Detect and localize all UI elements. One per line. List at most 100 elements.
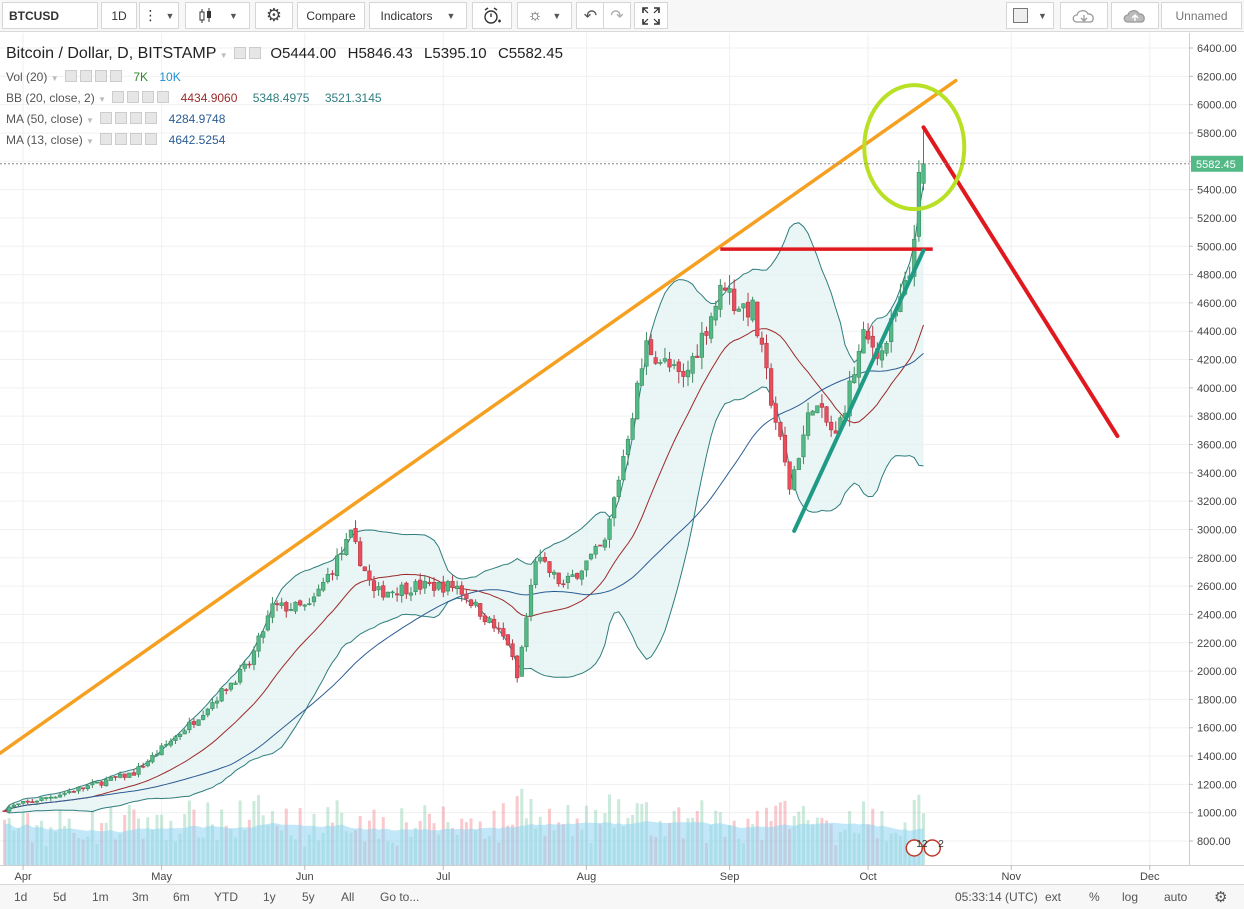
indicators-button[interactable]: Indicators ▼ <box>369 2 467 29</box>
chart-area[interactable]: 6400.006200.006000.005800.005600.005400.… <box>0 33 1244 885</box>
plus-icon[interactable] <box>130 112 143 124</box>
range-5d-button[interactable]: 5d <box>53 890 67 904</box>
load-layout-button[interactable] <box>1060 2 1108 29</box>
candle-body <box>334 555 340 576</box>
event-count-b: 2 <box>938 839 944 850</box>
price-tick-label: 4200.00 <box>1197 355 1237 367</box>
bb-lower-value: 3521.3145 <box>324 91 382 105</box>
range-1d-button[interactable]: 1d <box>14 890 28 904</box>
redo-button[interactable]: ↷ <box>603 2 631 29</box>
time-tick-label: Apr <box>15 871 32 883</box>
close-icon[interactable] <box>145 133 158 145</box>
ma50-line <box>4 353 924 812</box>
range-6m-button[interactable]: 6m <box>173 890 190 904</box>
alert-button[interactable] <box>472 2 512 29</box>
symbol-search-input[interactable]: BTCUSD <box>2 2 98 29</box>
candle-body <box>261 631 266 638</box>
candle-body <box>708 316 714 339</box>
range-5y-button[interactable]: 5y <box>302 890 315 904</box>
percent-toggle[interactable]: % <box>1089 890 1100 904</box>
candle-body <box>2 810 7 813</box>
gear-icon[interactable] <box>249 47 262 59</box>
close-icon[interactable] <box>145 112 158 124</box>
rising-support-line <box>792 248 926 533</box>
compare-button[interactable]: Compare <box>297 2 365 29</box>
range-ytd-button[interactable]: YTD <box>214 890 238 904</box>
candle-body <box>274 603 280 606</box>
range-1y-button[interactable]: 1y <box>263 890 276 904</box>
eye-icon[interactable] <box>234 47 247 59</box>
ma13-value: 4642.5254 <box>168 133 226 147</box>
goto-button[interactable]: Go to... <box>380 890 420 904</box>
candle-body <box>695 355 700 358</box>
close-icon[interactable] <box>109 70 122 82</box>
candle-body <box>71 791 76 793</box>
price-tick-label: 2600.00 <box>1197 581 1237 593</box>
auto-toggle[interactable]: auto <box>1164 890 1188 904</box>
price-tick-label: 5400.00 <box>1197 185 1237 197</box>
candle-body <box>265 615 270 631</box>
gear-icon[interactable] <box>115 112 128 124</box>
candle-body <box>44 797 49 799</box>
candle-body <box>510 643 515 658</box>
plus-icon[interactable] <box>94 70 107 82</box>
candle-body <box>764 342 769 369</box>
undo-button[interactable]: ↶ <box>576 2 604 29</box>
candle-body <box>501 628 506 637</box>
eye-icon[interactable] <box>100 112 113 124</box>
ext-toggle[interactable]: ext <box>1045 890 1062 904</box>
chevron-down-icon: ▼ <box>165 10 175 21</box>
chevron-down-icon: ▼ <box>219 51 228 60</box>
candle-body <box>201 715 206 720</box>
fullscreen-button[interactable] <box>634 2 668 29</box>
candle-body <box>196 719 201 726</box>
candle-body <box>879 350 885 361</box>
candle-body <box>344 538 349 555</box>
gear-icon[interactable] <box>127 91 140 103</box>
range-all-button[interactable]: All <box>341 890 355 904</box>
gear-icon[interactable]: ⚙ <box>1214 889 1228 906</box>
time-tick-label: Oct <box>860 871 877 883</box>
plus-icon[interactable] <box>130 133 143 145</box>
replay-button[interactable]: ☼ ▼ <box>517 2 572 29</box>
gear-icon[interactable] <box>115 133 128 145</box>
settings-button[interactable]: ⚙ <box>255 2 293 29</box>
candle-body <box>482 615 487 623</box>
event-count-a: 12 <box>916 839 928 850</box>
eye-icon[interactable] <box>100 133 113 145</box>
last-price-label: 5582.45 <box>1196 159 1236 171</box>
plus-icon[interactable] <box>142 91 155 103</box>
save-layout-button[interactable] <box>1111 2 1159 29</box>
last-price-badge <box>1191 155 1243 172</box>
candle-body <box>769 368 774 406</box>
legend-ma50-row: MA (50, close) ▼ 4284.9748 <box>6 112 225 126</box>
candle-body <box>99 781 104 786</box>
chart-style-button[interactable]: ▼ <box>185 2 250 29</box>
interval-button[interactable]: 1D <box>101 2 137 29</box>
candle-body <box>755 301 760 337</box>
candle-body <box>113 776 118 778</box>
candle-body <box>593 545 598 555</box>
candle-body <box>441 581 446 593</box>
candle-body <box>561 583 566 586</box>
layout-name-button[interactable]: Unnamed <box>1161 2 1242 29</box>
eye-icon[interactable] <box>112 91 125 103</box>
candle-body <box>658 362 663 364</box>
candle-body <box>39 797 44 801</box>
eye-icon[interactable] <box>64 70 77 82</box>
gear-icon[interactable] <box>79 70 92 82</box>
price-chart[interactable]: 6400.006200.006000.005800.005600.005400.… <box>0 33 1244 885</box>
range-1m-button[interactable]: 1m <box>92 890 109 904</box>
candle-body <box>307 603 312 605</box>
range-3m-button[interactable]: 3m <box>132 890 149 904</box>
candle-body <box>829 421 834 431</box>
log-toggle[interactable]: log <box>1122 890 1139 904</box>
compare-label: Compare <box>306 8 356 23</box>
interval-menu-button[interactable]: ⋮ ▼ <box>139 2 179 29</box>
close-icon[interactable] <box>157 91 170 103</box>
highlight-circle <box>862 83 967 212</box>
layout-button[interactable]: ▼ <box>1006 2 1054 29</box>
candle-body <box>505 634 511 646</box>
price-tick-label: 5800.00 <box>1197 128 1237 140</box>
candle-body <box>11 804 16 808</box>
